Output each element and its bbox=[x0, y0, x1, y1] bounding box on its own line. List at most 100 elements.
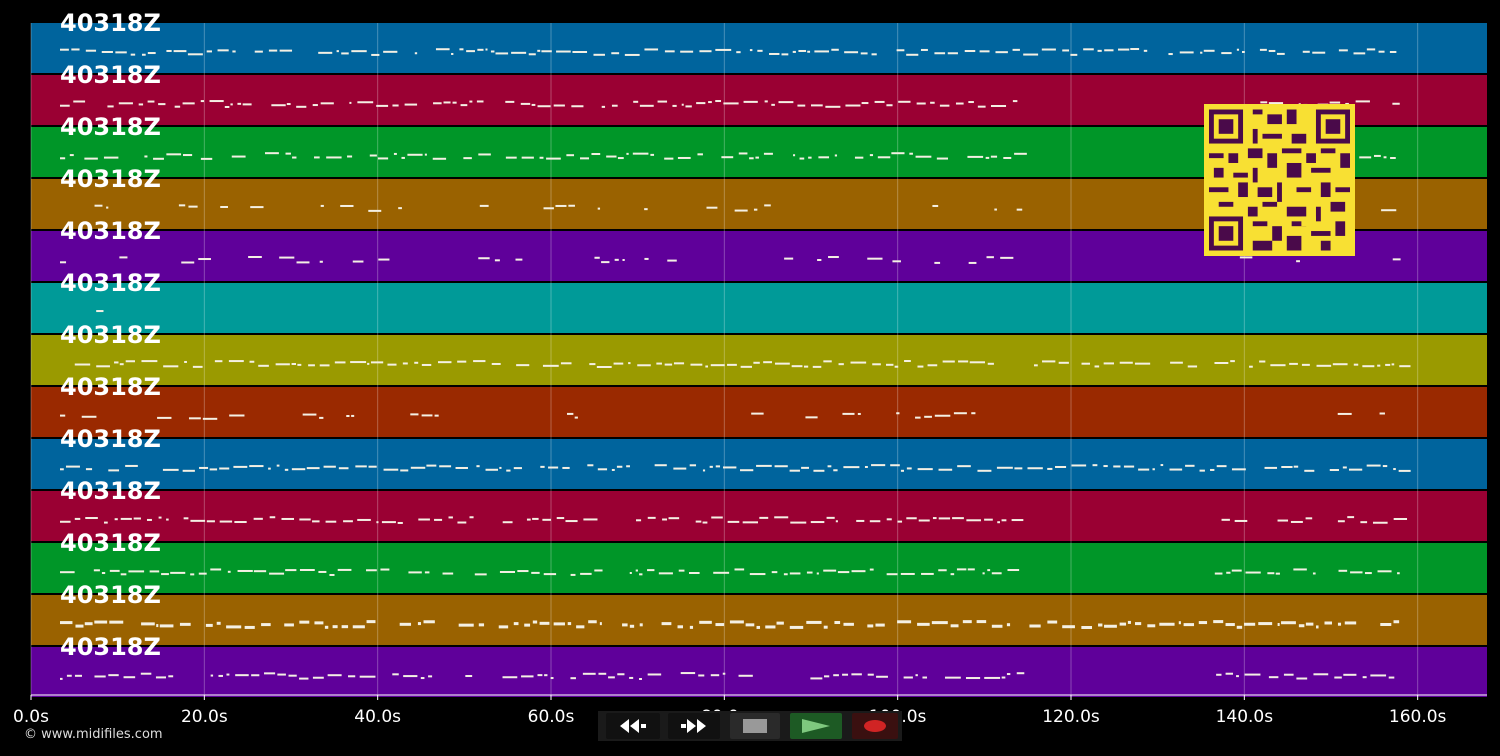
play-button[interactable] bbox=[790, 713, 842, 739]
note bbox=[1397, 572, 1400, 575]
note bbox=[942, 360, 955, 363]
note bbox=[1016, 208, 1023, 211]
note bbox=[250, 206, 264, 209]
note bbox=[1236, 48, 1240, 51]
note bbox=[743, 100, 758, 103]
note-group bbox=[60, 516, 1408, 524]
note bbox=[593, 53, 605, 56]
note bbox=[424, 571, 430, 574]
note bbox=[629, 676, 634, 679]
stop-button[interactable] bbox=[730, 713, 780, 739]
note bbox=[835, 520, 838, 523]
note bbox=[891, 152, 905, 155]
note bbox=[1236, 625, 1243, 629]
note bbox=[991, 624, 1003, 628]
note bbox=[312, 676, 324, 679]
note bbox=[706, 206, 718, 209]
note bbox=[588, 620, 597, 624]
note bbox=[956, 568, 967, 571]
record-button[interactable] bbox=[852, 713, 898, 739]
note bbox=[1200, 51, 1203, 54]
note bbox=[1276, 52, 1285, 55]
note bbox=[60, 261, 67, 264]
note bbox=[469, 100, 473, 103]
note bbox=[1366, 464, 1381, 467]
note bbox=[1289, 362, 1298, 365]
note bbox=[1103, 465, 1108, 468]
note bbox=[745, 623, 755, 627]
note bbox=[556, 517, 565, 520]
note bbox=[120, 573, 127, 576]
note bbox=[1393, 517, 1408, 520]
note bbox=[1332, 363, 1348, 366]
note bbox=[1244, 673, 1261, 676]
note bbox=[990, 104, 1007, 107]
note bbox=[801, 466, 810, 469]
note bbox=[281, 517, 295, 520]
note bbox=[871, 464, 886, 467]
note bbox=[485, 48, 488, 51]
note bbox=[622, 623, 628, 627]
note bbox=[818, 156, 830, 159]
note bbox=[1385, 363, 1391, 366]
note bbox=[1372, 521, 1388, 524]
note bbox=[505, 100, 515, 103]
note bbox=[709, 465, 713, 468]
note bbox=[96, 310, 104, 313]
note bbox=[1033, 364, 1038, 367]
note bbox=[147, 52, 156, 55]
note bbox=[639, 677, 642, 680]
note bbox=[828, 256, 839, 259]
note bbox=[1081, 362, 1091, 365]
note bbox=[977, 105, 986, 108]
note bbox=[494, 259, 500, 262]
note bbox=[517, 570, 529, 573]
note bbox=[1390, 157, 1396, 160]
note bbox=[1185, 464, 1195, 467]
note bbox=[843, 622, 854, 626]
note bbox=[810, 677, 823, 680]
note bbox=[611, 104, 618, 107]
note bbox=[60, 48, 69, 51]
note bbox=[130, 53, 136, 56]
note bbox=[778, 101, 794, 104]
note bbox=[141, 622, 155, 626]
note bbox=[817, 259, 822, 262]
note bbox=[1214, 572, 1223, 575]
note bbox=[1213, 620, 1224, 624]
note bbox=[570, 573, 576, 576]
note bbox=[996, 466, 1013, 469]
note bbox=[119, 256, 128, 259]
note bbox=[797, 104, 806, 107]
note bbox=[1221, 518, 1230, 521]
note bbox=[632, 152, 649, 155]
note bbox=[1267, 572, 1275, 575]
note bbox=[296, 261, 310, 264]
note bbox=[952, 517, 964, 520]
note bbox=[664, 50, 675, 53]
note bbox=[253, 517, 263, 520]
note bbox=[432, 157, 447, 160]
note bbox=[451, 52, 454, 55]
note bbox=[120, 517, 132, 520]
note bbox=[639, 623, 643, 627]
note bbox=[915, 674, 918, 677]
note bbox=[1083, 48, 1094, 51]
note bbox=[838, 363, 844, 366]
note bbox=[1210, 468, 1215, 471]
note bbox=[228, 360, 244, 363]
note bbox=[478, 257, 490, 260]
rewind-button[interactable] bbox=[606, 713, 660, 739]
note bbox=[580, 572, 592, 575]
note bbox=[285, 152, 291, 155]
track-lane bbox=[31, 387, 1487, 437]
note bbox=[478, 153, 491, 156]
note bbox=[237, 569, 253, 572]
note bbox=[367, 362, 370, 365]
note bbox=[662, 518, 668, 521]
note bbox=[368, 465, 377, 468]
note bbox=[934, 52, 946, 55]
note bbox=[210, 674, 214, 677]
note bbox=[1041, 48, 1056, 51]
fast-forward-button[interactable] bbox=[668, 713, 720, 739]
